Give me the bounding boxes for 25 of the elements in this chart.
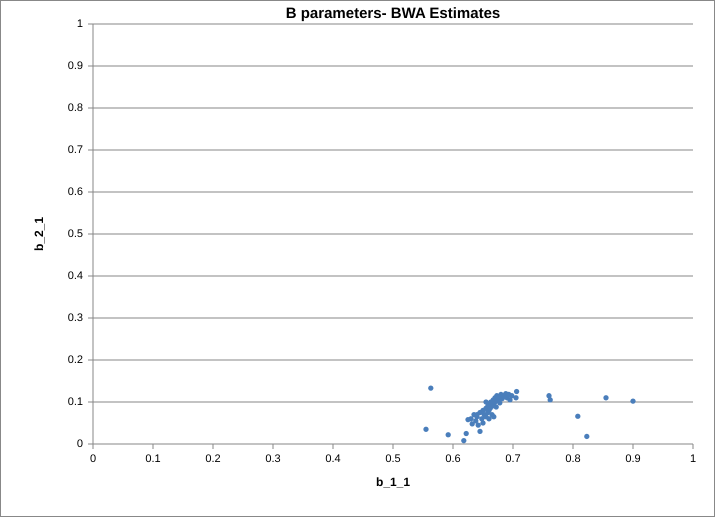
y-tick-label: 0 — [76, 438, 83, 450]
x-tick-label: 0 — [90, 453, 96, 465]
y-tick-label: 0.7 — [68, 144, 83, 156]
y-tick-label: 1 — [76, 18, 83, 30]
x-tick-label: 0.4 — [325, 453, 341, 465]
x-tick-label: 1 — [690, 453, 696, 465]
chart-title: B parameters- BWA Estimates — [286, 4, 500, 22]
y-tick-label: 0.3 — [68, 312, 83, 324]
y-tick-label: 0.6 — [68, 186, 83, 198]
x-tick-label: 0.9 — [625, 453, 641, 465]
x-tick-label: 0.5 — [385, 453, 401, 465]
x-tick-label: 0.7 — [505, 453, 521, 465]
x-tick-label: 0.1 — [145, 453, 161, 465]
y-tick-label: 0.5 — [68, 228, 83, 240]
x-tick-label: 0.6 — [445, 453, 461, 465]
y-tick-label: 0.9 — [68, 60, 83, 72]
x-tick-label: 0.8 — [565, 453, 581, 465]
y-tick-label: 0.4 — [68, 270, 83, 282]
y-tick-label: 0.8 — [68, 102, 83, 114]
x-tick-label: 0.2 — [205, 453, 221, 465]
y-tick-label: 0.1 — [68, 396, 83, 408]
y-tick-label: 0.2 — [68, 354, 83, 366]
x-tick-label: 0.3 — [265, 453, 281, 465]
y-axis-title: b_2_1 — [32, 216, 46, 252]
x-axis-title: b_1_1 — [376, 475, 410, 489]
